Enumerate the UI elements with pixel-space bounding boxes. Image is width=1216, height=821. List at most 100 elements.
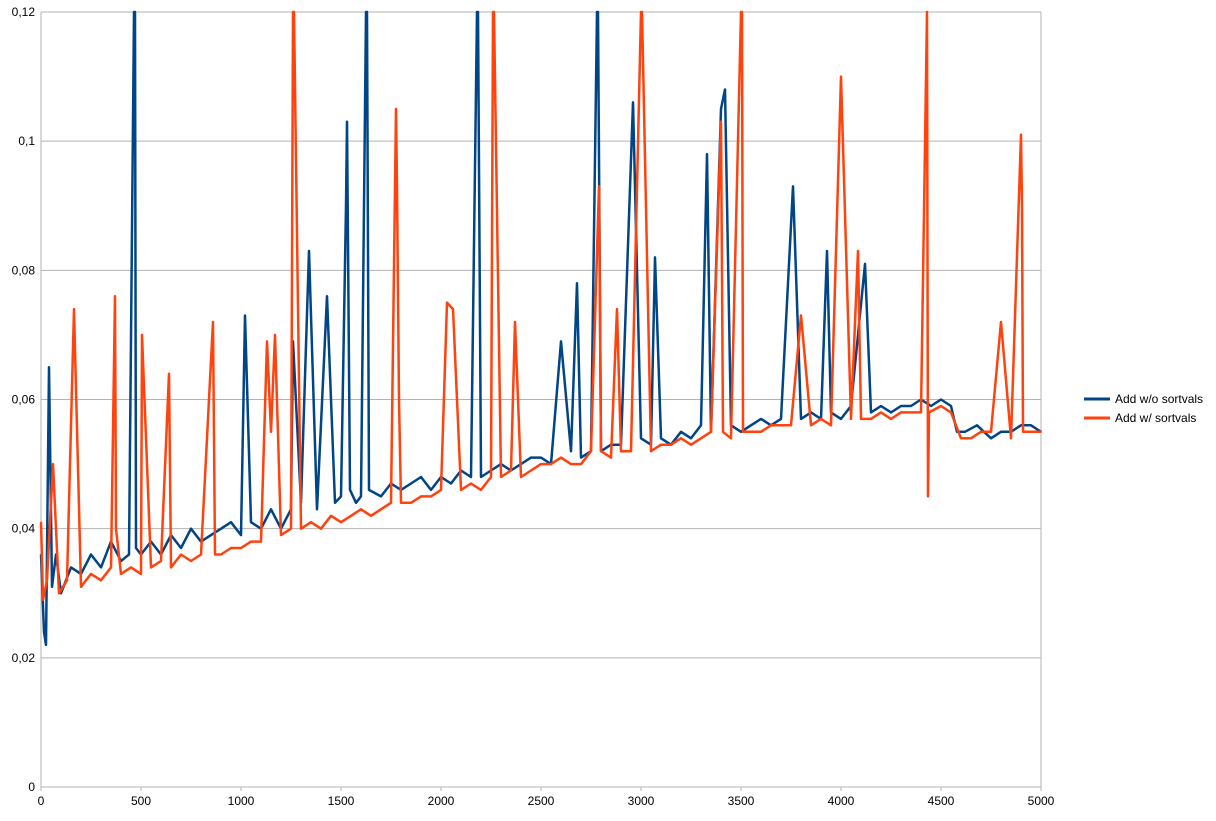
data-point-series-2: [920, 411, 922, 414]
data-point-series-1: [410, 482, 412, 485]
data-point-series-1: [135, 547, 137, 549]
data-point-series-2: [398, 398, 400, 401]
data-point-series-2: [980, 431, 982, 433]
data-point-series-2: [927, 495, 929, 498]
data-point-series-1: [964, 431, 966, 433]
data-point-series-1: [316, 508, 318, 511]
data-point-series-1: [43, 631, 45, 633]
data-point-series-2: [73, 308, 75, 310]
data-point-series-2: [840, 75, 842, 78]
data-point-series-2: [290, 527, 292, 530]
data-point-series-2: [880, 411, 882, 414]
data-point-series-1: [792, 185, 794, 188]
data-point-series-2: [760, 431, 762, 433]
data-point-series-2: [270, 431, 272, 433]
x-tick-label: 2000: [428, 794, 455, 808]
data-point-series-1: [700, 424, 702, 427]
data-point-series-1: [477, 11, 479, 13]
data-point-series-2: [293, 11, 295, 13]
data-point-series-1: [250, 521, 252, 523]
data-point-series-2: [160, 560, 162, 562]
data-point-series-2: [960, 437, 962, 440]
data-point-series-2: [130, 566, 132, 569]
y-tick-label: 0,1: [18, 134, 35, 148]
data-point-series-2: [420, 495, 422, 498]
data-point-series-2: [80, 586, 82, 588]
x-tick-label: 1500: [328, 794, 355, 808]
data-point-series-1: [360, 495, 362, 498]
data-point-series-2: [510, 469, 512, 472]
data-point-series-2: [616, 308, 618, 310]
x-tick-label: 4000: [828, 794, 855, 808]
data-point-series-1: [740, 431, 742, 433]
data-point-series-2: [300, 527, 302, 530]
data-point-series-1: [90, 553, 92, 556]
data-point-series-1: [380, 495, 382, 498]
data-point-series-2: [780, 424, 782, 427]
data-point-series-1: [48, 366, 50, 369]
data-point-series-2: [66, 579, 68, 582]
data-point-series-2: [690, 443, 692, 446]
data-point-series-1: [308, 250, 310, 252]
data-point-series-2: [580, 463, 582, 465]
legend-label-series-1: Add w/o sortvals: [1115, 392, 1203, 406]
data-point-series-1: [880, 405, 882, 407]
data-point-series-2: [150, 566, 152, 569]
data-point-series-1: [346, 121, 348, 123]
data-point-series-1: [334, 502, 336, 504]
x-tick-label: 5000: [1028, 794, 1055, 808]
data-point-series-2: [1000, 321, 1002, 323]
data-point-series-2: [720, 121, 722, 123]
y-tick-label: 0,04: [12, 522, 36, 536]
data-point-series-2: [490, 476, 492, 478]
data-point-series-2: [140, 573, 142, 575]
data-point-series-2: [700, 437, 702, 440]
data-point-series-2: [660, 443, 662, 446]
data-point-series-2: [400, 502, 402, 504]
data-point-series-2: [380, 508, 382, 511]
data-point-series-2: [750, 431, 752, 433]
data-point-series-2: [370, 515, 372, 517]
data-point-series-1: [230, 521, 232, 523]
data-point-series-2: [520, 476, 522, 478]
data-point-series-2: [212, 321, 214, 323]
data-point-series-2: [620, 450, 622, 453]
data-point-series-1: [990, 437, 992, 440]
data-point-series-1: [345, 205, 347, 207]
data-point-series-2: [460, 489, 462, 491]
data-point-series-2: [114, 295, 116, 298]
data-point-series-1: [366, 11, 368, 13]
y-tick-label: 0: [28, 780, 35, 794]
y-tick-label: 0,08: [12, 263, 36, 277]
x-tick-label: 3000: [628, 794, 655, 808]
data-point-series-2: [396, 185, 398, 188]
data-point-series-1: [724, 88, 726, 91]
data-point-series-2: [120, 573, 122, 575]
data-point-series-1: [420, 476, 422, 478]
y-tick-label: 0,12: [12, 5, 36, 19]
data-point-series-2: [470, 482, 472, 485]
data-point-series-2: [220, 553, 222, 556]
data-point-series-2: [40, 521, 42, 523]
data-point-series-2: [456, 398, 458, 401]
data-point-series-2: [900, 411, 902, 414]
data-point-series-2: [42, 598, 44, 601]
data-point-series-1: [580, 456, 582, 459]
data-point-series-1: [654, 256, 656, 259]
data-point-series-2: [141, 334, 143, 336]
data-point-series-1: [597, 11, 599, 13]
data-point-series-2: [240, 547, 242, 549]
x-tick-label: 3500: [728, 794, 755, 808]
data-point-series-2: [100, 579, 102, 582]
data-point-series-1: [470, 476, 472, 478]
data-point-series-1: [540, 456, 542, 459]
data-point-series-2: [1040, 431, 1042, 433]
data-point-series-1: [976, 424, 978, 427]
data-point-series-2: [440, 489, 442, 491]
data-point-series-2: [670, 443, 672, 446]
data-point-series-2: [540, 463, 542, 465]
data-point-series-1: [940, 398, 942, 401]
data-point-series-2: [830, 424, 832, 427]
series-line-2: [39, 10, 1041, 601]
